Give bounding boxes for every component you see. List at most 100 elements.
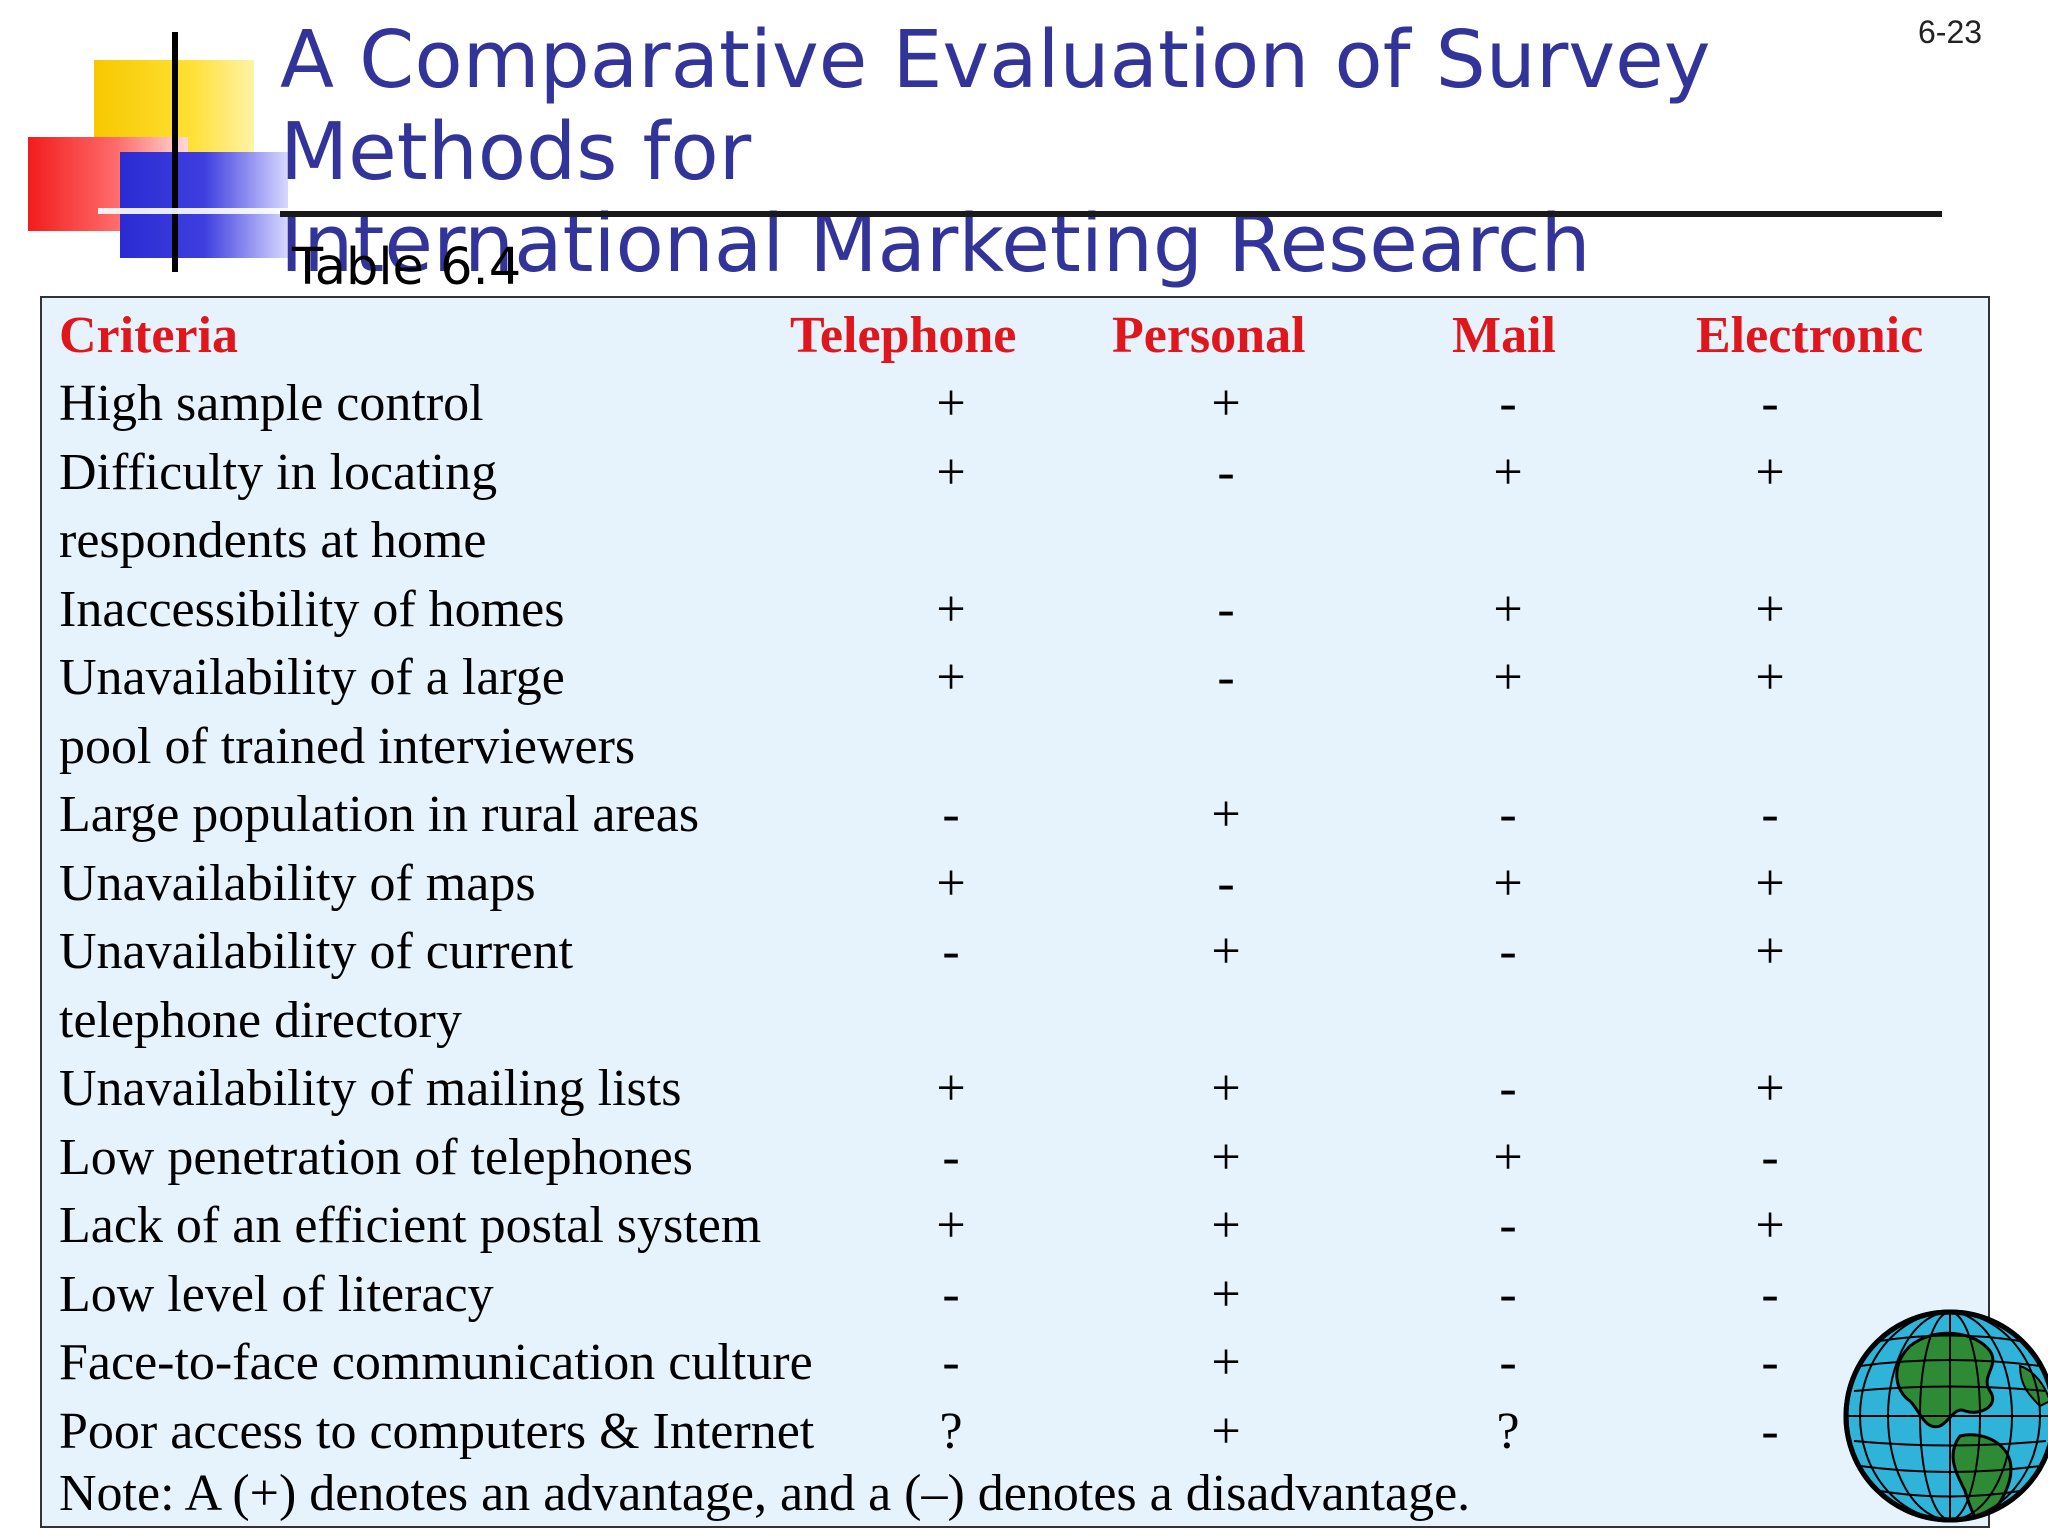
table-row: Unavailability of maps + - + + (42, 854, 1988, 922)
decorative-blue-square (120, 152, 288, 258)
telephone-cell: ? (939, 1402, 963, 1460)
telephone-cell: + (936, 1197, 966, 1254)
criteria-cell: Unavailability of current (59, 923, 574, 980)
table-row: High sample control + + - - (42, 374, 1988, 442)
header-criteria: Criteria (59, 307, 239, 364)
header-telephone: Telephone (790, 307, 1017, 364)
mail-cell: - (1499, 1197, 1517, 1254)
electronic-cell: - (1761, 1334, 1779, 1391)
personal-cell: + (1211, 923, 1241, 980)
table-note: Note: A (+) denotes an advantage, and a … (59, 1465, 1471, 1522)
criteria-cell: Unavailability of mailing lists (59, 1060, 682, 1117)
table-row: Poor access to computers & Internet? +? - (42, 1402, 1988, 1470)
electronic-cell: + (1755, 923, 1785, 980)
personal-cell: + (1211, 1197, 1241, 1254)
mail-cell: - (1499, 786, 1517, 843)
electronic-cell: - (1761, 786, 1779, 843)
criteria-cell: Low penetration of telephones (59, 1128, 693, 1186)
personal-cell: - (1217, 649, 1235, 706)
mail-cell: - (1499, 1265, 1517, 1323)
personal-cell: - (1217, 443, 1235, 501)
criteria-cell: pool of trained interviewers (59, 717, 636, 775)
telephone-cell: + (936, 1060, 966, 1117)
personal-cell: + (1211, 786, 1241, 843)
telephone-cell: - (942, 1128, 960, 1186)
personal-cell: + (1211, 1128, 1241, 1186)
personal-cell: - (1217, 854, 1235, 912)
criteria-cell: Low level of literacy (59, 1265, 494, 1323)
mail-cell: + (1493, 1128, 1523, 1186)
criteria-cell: telephone directory (59, 991, 462, 1049)
criteria-cell: Unavailability of maps (59, 854, 536, 912)
table-row: pool of trained interviewers (42, 717, 1988, 785)
telephone-cell: - (942, 923, 960, 980)
criteria-cell: Large population in rural areas (59, 786, 700, 843)
electronic-cell: - (1761, 375, 1779, 432)
mail-cell: - (1499, 1060, 1517, 1117)
electronic-cell: - (1761, 1265, 1779, 1323)
criteria-cell: Poor access to computers & Internet (59, 1402, 815, 1460)
telephone-cell: - (942, 1265, 960, 1323)
mail-cell: - (1499, 923, 1517, 980)
mail-cell: + (1493, 649, 1523, 706)
slide-title: A Comparative Evaluation of Survey Metho… (280, 14, 1980, 290)
mail-cell: ? (1496, 1402, 1520, 1460)
title-underline (280, 211, 1942, 217)
table-row: Large population in rural areas - + - - (42, 785, 1988, 853)
criteria-cell: Difficulty in locating (59, 443, 498, 501)
table-row: Face-to-face communication culture - + - - (42, 1333, 1988, 1401)
table-row: Lack of an efficient postal system + + - + (42, 1196, 1988, 1264)
criteria-cell: respondents at home (59, 512, 487, 569)
mail-cell: + (1493, 854, 1523, 912)
comparison-table: Criteria Telephone Personal Mail Electro… (40, 296, 1990, 1528)
table-row: Difficulty in locating + - + + (42, 443, 1988, 511)
criteria-cell: High sample control (59, 375, 484, 432)
personal-cell: + (1211, 1265, 1241, 1323)
mail-cell: - (1499, 375, 1517, 432)
mail-cell: + (1493, 580, 1523, 638)
criteria-cell: Lack of an efficient postal system (59, 1197, 762, 1254)
decorative-vertical-line (172, 32, 178, 272)
globe-icon (1843, 1309, 2048, 1523)
electronic-cell: + (1755, 443, 1785, 501)
personal-cell: + (1211, 1334, 1241, 1391)
electronic-cell: + (1755, 854, 1785, 912)
table-row: Low level of literacy - + - - (42, 1265, 1988, 1333)
criteria-cell: Inaccessibility of homes (59, 580, 565, 638)
table-row: Unavailability of mailing lists + + - + (42, 1059, 1988, 1127)
table-label: Table 6.4 (292, 238, 522, 297)
table-header-row: Criteria Telephone Personal Mail Electro… (42, 306, 1988, 374)
electronic-cell: + (1755, 1197, 1785, 1254)
table-row: Unavailability of a large + - + + (42, 648, 1988, 716)
telephone-cell: + (936, 443, 966, 501)
table-row: Low penetration of telephones - + + - (42, 1128, 1988, 1196)
personal-cell: + (1211, 375, 1241, 432)
criteria-cell: Unavailability of a large (59, 649, 565, 706)
electronic-cell: + (1755, 649, 1785, 706)
decorative-horizontal-line (98, 208, 288, 214)
header-personal: Personal (1112, 307, 1306, 364)
table-row: Unavailability of current - + - + (42, 922, 1988, 990)
title-line-1: A Comparative Evaluation of Survey Metho… (280, 14, 1711, 198)
telephone-cell: + (936, 375, 966, 432)
telephone-cell: - (942, 1334, 960, 1391)
electronic-cell: - (1761, 1128, 1779, 1186)
personal-cell: + (1211, 1060, 1241, 1117)
mail-cell: + (1493, 443, 1523, 501)
electronic-cell: - (1761, 1402, 1779, 1460)
telephone-cell: + (936, 854, 966, 912)
electronic-cell: + (1755, 1060, 1785, 1117)
mail-cell: - (1499, 1334, 1517, 1391)
telephone-cell: - (942, 786, 960, 843)
header-mail: Mail (1452, 307, 1556, 364)
electronic-cell: + (1755, 580, 1785, 638)
telephone-cell: + (936, 649, 966, 706)
personal-cell: + (1211, 1402, 1241, 1460)
telephone-cell: + (936, 580, 966, 638)
table-row: respondents at home (42, 511, 1988, 579)
personal-cell: - (1217, 580, 1235, 638)
table-row: telephone directory (42, 991, 1988, 1059)
table-row: Inaccessibility of homes + - + + (42, 580, 1988, 648)
header-electronic: Electronic (1696, 307, 1924, 364)
slide-number: 6-23 (1918, 14, 1983, 50)
